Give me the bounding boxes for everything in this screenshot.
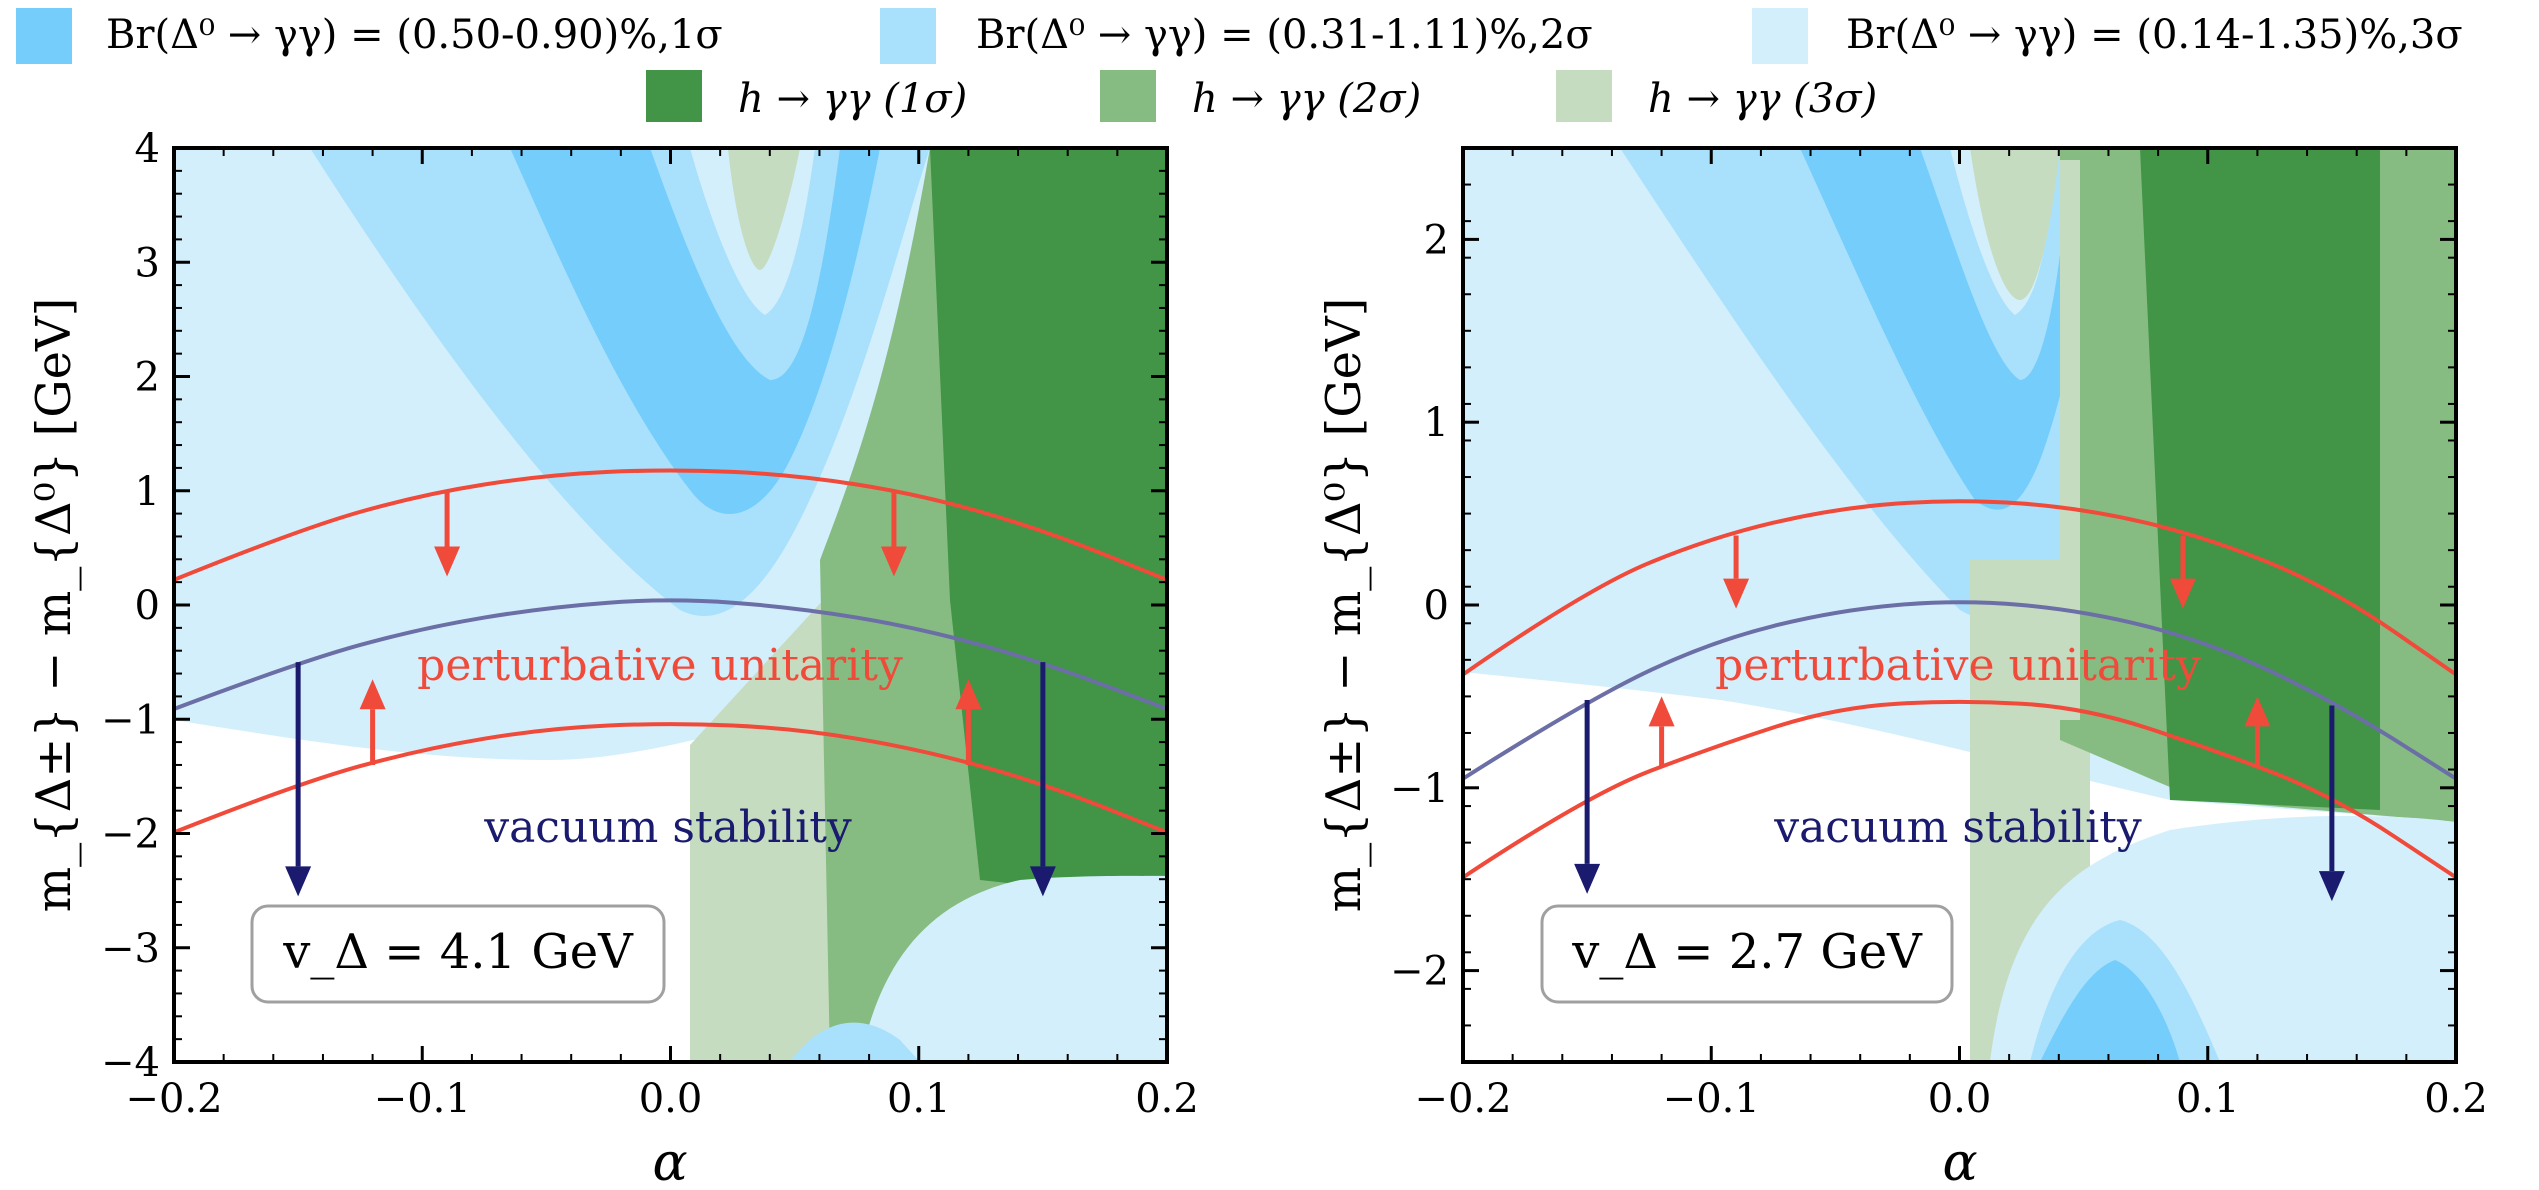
right-curves — [1461, 499, 2458, 880]
vacuum-stability-arrow — [285, 662, 312, 897]
br-2sigma-lower-region — [790, 1022, 920, 1062]
h-3sigma-region — [690, 148, 860, 1062]
right-x-axis-label: α — [1942, 1133, 1977, 1190]
y-tick-label: 2 — [135, 355, 160, 401]
perturbative-unitarity-curve — [173, 468, 1168, 582]
y-tick-label: 1 — [1424, 400, 1449, 446]
x-tick-label: 0.1 — [887, 1076, 951, 1122]
legend-label: h → γγ (2σ) — [1192, 76, 1421, 122]
perturbative-unitarity-arrow — [359, 679, 386, 765]
y-tick-label: −3 — [101, 926, 160, 972]
legend-swatch — [1556, 70, 1612, 122]
legend-entry-h-3sigma: h → γγ (3σ) — [1556, 70, 1877, 122]
y-tick-label: 0 — [135, 583, 160, 629]
legend-entry-br-3sigma: Br(Δ⁰ → γγ) = (0.14-1.35)%,3σ — [1752, 8, 2463, 64]
br-1sigma-lower-region — [2040, 960, 2180, 1062]
h-1sigma-region — [930, 148, 1167, 900]
v-delta-box-frame — [250, 904, 666, 1004]
legend-swatch — [880, 8, 936, 64]
x-tick-label: −0.1 — [1663, 1076, 1760, 1122]
right-panel: perturbative unitarity vacuum stability … — [1316, 146, 2488, 1190]
vacuum-stability-curve — [1461, 600, 2458, 781]
perturbative-unitarity-label: perturbative unitarity — [1715, 640, 2201, 691]
right-arrows — [1574, 535, 2345, 902]
left-ticks: −0.2 −0.1 0.0 0.1 0.2 −4 −3 −2 −1 0 1 2 3 4 — [101, 126, 1199, 1122]
y-tick-label: 0 — [1424, 583, 1449, 629]
legend-label: h → γγ (3σ) — [1648, 76, 1877, 122]
legend-entry-br-1sigma: Br(Δ⁰ → γγ) = (0.50-0.90)%,1σ — [16, 8, 723, 64]
legend-entry-br-2sigma: Br(Δ⁰ → γγ) = (0.31-1.11)%,2σ — [880, 8, 1593, 64]
legend: Br(Δ⁰ → γγ) = (0.50-0.90)%,1σ Br(Δ⁰ → γγ… — [16, 8, 2463, 122]
legend-label: Br(Δ⁰ → γγ) = (0.14-1.35)%,3σ — [1846, 12, 2463, 58]
vacuum-stability-arrow — [1029, 662, 1056, 897]
y-tick-label: 4 — [135, 126, 160, 172]
vacuum-stability-arrow — [2318, 705, 2345, 902]
v-delta-label: v_Δ = 4.1 GeV — [282, 924, 634, 980]
legend-label: Br(Δ⁰ → γγ) = (0.31-1.11)%,2σ — [976, 12, 1593, 58]
y-tick-label: 3 — [135, 240, 160, 286]
legend-swatch — [646, 70, 702, 122]
perturbative-unitarity-arrow — [2244, 696, 2271, 766]
perturbative-unitarity-arrow — [1648, 696, 1675, 766]
perturbative-unitarity-arrow — [2169, 535, 2196, 609]
right-y-axis-label: m_{Δ±} − m_{Δ⁰} [GeV] — [1316, 298, 1372, 913]
v-delta-box-frame — [1540, 904, 1954, 1004]
vacuum-stability-arrow — [1574, 700, 1601, 894]
perturbative-unitarity-arrow — [434, 490, 461, 577]
left-panel: perturbative unitarity vacuum stability … — [26, 126, 1199, 1190]
legend-entry-h-1sigma: h → γγ (1σ) — [646, 70, 967, 122]
perturbative-unitarity-arrow — [955, 679, 982, 765]
x-tick-label: −0.1 — [374, 1076, 471, 1122]
right-regions — [1463, 148, 2456, 1062]
legend-swatch — [1752, 8, 1808, 64]
y-tick-label: 2 — [1424, 217, 1449, 263]
perturbative-unitarity-curve — [1461, 699, 2458, 880]
left-y-axis-label: m_{Δ±} − m_{Δ⁰} [GeV] — [26, 298, 82, 913]
h-1sigma-region — [2140, 148, 2380, 810]
y-tick-label: −1 — [1390, 766, 1449, 812]
perturbative-unitarity-label: perturbative unitarity — [417, 640, 903, 691]
y-tick-label: −2 — [1390, 949, 1449, 995]
y-tick-label: −1 — [101, 697, 160, 743]
h-3sigma-lower-band — [2060, 160, 2080, 720]
left-regions — [174, 148, 1167, 1062]
vacuum-stability-curve — [173, 598, 1168, 711]
y-tick-label: 1 — [135, 469, 160, 515]
x-tick-label: 0.2 — [1135, 1076, 1199, 1122]
x-tick-label: −0.2 — [1414, 1076, 1511, 1122]
v-delta-label: v_Δ = 2.7 GeV — [1571, 924, 1923, 980]
perturbative-unitarity-arrow — [880, 490, 907, 577]
perturbative-unitarity-curve — [1461, 499, 2458, 677]
v-delta-box: v_Δ = 4.1 GeV — [250, 904, 666, 1004]
x-tick-label: 0.0 — [1928, 1076, 1992, 1122]
vacuum-stability-label: vacuum stability — [1773, 802, 2142, 853]
legend-entry-h-2sigma: h → γγ (2σ) — [1100, 70, 1421, 122]
br-3sigma-lower-region — [860, 875, 1167, 1062]
vacuum-stability-label: vacuum stability — [483, 802, 852, 853]
x-tick-label: 0.1 — [2176, 1076, 2240, 1122]
legend-label: Br(Δ⁰ → γγ) = (0.50-0.90)%,1σ — [106, 12, 723, 58]
v-delta-box: v_Δ = 2.7 GeV — [1540, 904, 1954, 1004]
right-ticks: −0.2 −0.1 0.0 0.1 0.2 −2 −1 0 1 2 — [1390, 147, 2488, 1122]
left-x-axis-label: α — [652, 1133, 687, 1190]
x-tick-label: −0.2 — [125, 1076, 222, 1122]
perturbative-unitarity-arrow — [1723, 535, 1750, 609]
y-tick-label: −4 — [101, 1040, 160, 1086]
y-tick-label: −2 — [101, 812, 160, 858]
x-tick-label: 0.0 — [639, 1076, 703, 1122]
legend-swatch — [16, 8, 72, 64]
legend-swatch — [1100, 70, 1156, 122]
x-tick-label: 0.2 — [2424, 1076, 2488, 1122]
legend-label: h → γγ (1σ) — [738, 76, 967, 122]
left-arrows — [285, 490, 1056, 897]
